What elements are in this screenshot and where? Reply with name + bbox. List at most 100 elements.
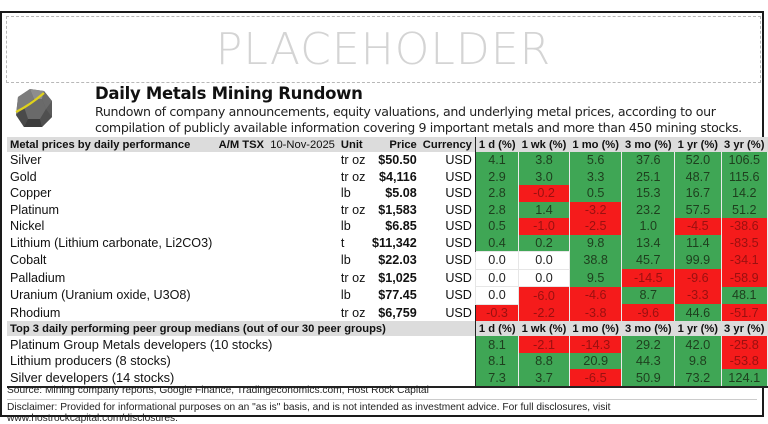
change-1mo: 5.6 [569, 152, 623, 169]
spacer [216, 269, 338, 287]
metal-row: Copper lb $5.08 USD 2.8 -0.2 0.5 15.3 16.7 14.… [7, 185, 768, 202]
metal-currency: USD [445, 305, 472, 320]
change-3mo: 8.7 [621, 286, 676, 304]
peer-change-1wk: -2.1 [518, 336, 570, 353]
change-3yr: -34.1 [721, 251, 768, 269]
change-1wk: 0.0 [518, 268, 570, 287]
peer-change-3yr: 124.1 [721, 369, 768, 388]
change-3mo: 25.1 [621, 168, 676, 185]
change-1mo: 9.8 [569, 234, 623, 252]
peer-row: Silver developers (14 stocks) 7.3 3.7 -6.5 5… [7, 369, 768, 388]
change-1wk: 3.8 [518, 152, 570, 169]
change-1wk: 0.0 [518, 251, 570, 270]
metal-unit: lb [340, 186, 351, 201]
session-label: A/M TSX 10-Nov-2025 [215, 137, 338, 152]
change-1mo: -4.6 [569, 286, 623, 304]
change-1wk: -0.2 [518, 185, 570, 202]
metal-name: Cobalt [10, 253, 47, 268]
placeholder-text: PLACEHOLDER [215, 24, 552, 75]
change-1yr: -3.3 [674, 286, 722, 304]
metal-unit: lb [340, 219, 351, 234]
metal-unit: tr oz [340, 169, 366, 184]
change-1d: 2.8 [474, 201, 520, 218]
change-3yr: -83.5 [721, 234, 768, 252]
change-1mo: 38.8 [569, 251, 623, 269]
change-1wk: -1.0 [518, 218, 570, 235]
placeholder-banner: PLACEHOLDER [6, 16, 761, 83]
metal-price: $6,759 [378, 305, 417, 320]
change-1wk: -6.0 [518, 286, 570, 304]
peer-col-3mo-header: 3 mo (%) [621, 321, 675, 336]
metal-currency: USD [445, 236, 472, 250]
spacer [216, 287, 338, 305]
peer-group-name: Lithium producers (8 stocks) [10, 353, 171, 369]
peer-change-1mo: -14.3 [569, 336, 623, 353]
metal-unit: t [340, 236, 345, 250]
change-3mo: 45.7 [621, 251, 676, 269]
metal-name: Rhodium [10, 305, 61, 320]
peer-change-3yr: -53.8 [721, 352, 768, 369]
change-1yr: 44.6 [674, 304, 722, 321]
metal-name: Gold [10, 169, 37, 184]
change-1mo: 0.5 [569, 185, 623, 202]
peer-change-3yr: -25.8 [721, 336, 768, 353]
change-1d: 0.0 [474, 268, 520, 287]
peer-change-3mo: 44.3 [621, 352, 676, 369]
change-1yr: 52.0 [674, 152, 722, 169]
metal-currency: USD [445, 288, 472, 303]
change-1wk: -2.2 [518, 304, 570, 321]
metal-name: Platinum [10, 202, 59, 217]
spacer [216, 169, 338, 186]
metal-unit: lb [340, 253, 351, 268]
change-3mo: 23.2 [621, 201, 676, 218]
change-3mo: 15.3 [621, 185, 676, 202]
change-1wk: 3.0 [518, 168, 570, 185]
change-1yr: 16.7 [674, 185, 722, 202]
change-3yr: -58.9 [721, 269, 768, 287]
change-3mo: -14.5 [621, 269, 676, 287]
metal-price: $4,116 [378, 169, 417, 184]
peer-table-header: Top 3 daily performing peer group median… [7, 321, 768, 336]
metal-price: $22.03 [378, 253, 417, 268]
peer-change-1mo: 20.9 [569, 352, 623, 369]
metal-unit: lb [340, 288, 351, 303]
change-1mo: -2.5 [569, 218, 623, 235]
change-3yr: -38.6 [721, 218, 768, 235]
metal-price: $50.50 [378, 153, 417, 168]
metal-row: Silver tr oz $50.50 USD 4.1 3.8 5.6 37.6 52.0… [7, 152, 768, 169]
col-1d-header: 1 d (%) [474, 137, 519, 152]
peer-row: Platinum Group Metals developers (10 sto… [7, 336, 768, 353]
metal-currency: USD [445, 219, 472, 234]
metal-name: Silver [10, 153, 42, 168]
metal-currency: USD [445, 186, 472, 201]
change-1mo: -3.2 [569, 201, 623, 218]
change-1yr: 48.7 [674, 168, 722, 185]
change-3yr: 48.1 [721, 286, 768, 304]
peer-col-1d-header: 1 d (%) [474, 321, 519, 336]
metals-table-header: Metal prices by daily performance A/M TS… [7, 137, 768, 152]
metal-name: Palladium [10, 270, 66, 285]
peer-group-name: Silver developers (14 stocks) [7, 369, 476, 388]
metal-price: $1,025 [378, 270, 417, 285]
peer-change-1d: 8.1 [474, 352, 520, 369]
change-3yr: 14.2 [721, 185, 768, 202]
change-3mo: -9.6 [621, 304, 676, 321]
change-1d: 0.5 [474, 218, 520, 235]
col-3yr-header: 3 yr (%) [721, 137, 768, 152]
metal-price: $1,583 [378, 202, 417, 217]
change-3yr: 106.5 [721, 152, 768, 169]
metal-name: Lithium (Lithium carbonate, Li2CO3) [10, 236, 213, 250]
metals-header-label: Metal prices by daily performance [7, 137, 216, 152]
metal-currency: USD [445, 270, 472, 285]
peer-change-3mo: 50.9 [621, 369, 676, 388]
metal-currency: USD [445, 202, 472, 217]
peer-row: Lithium producers (8 stocks) 8.1 8.8 20.9 44… [7, 352, 768, 369]
change-1wk: 0.2 [518, 234, 570, 252]
col-1wk-header: 1 wk (%) [518, 137, 570, 152]
peer-change-1yr: 42.0 [674, 336, 722, 353]
change-1mo: 9.5 [569, 269, 623, 287]
peer-change-3mo: 29.2 [621, 336, 676, 353]
change-1d: 2.8 [474, 185, 520, 202]
spacer [216, 202, 338, 219]
change-1d: 0.0 [474, 251, 520, 270]
